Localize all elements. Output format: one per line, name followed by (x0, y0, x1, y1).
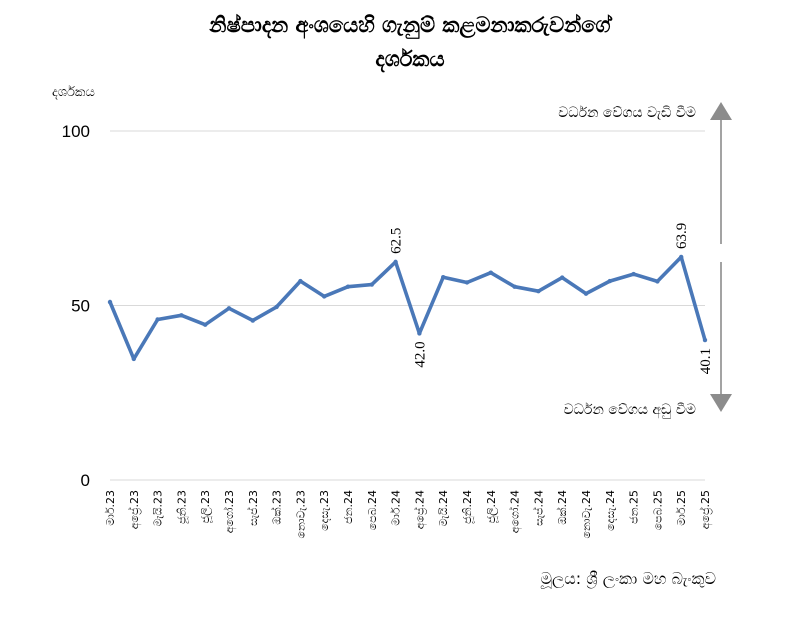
x-tick-label: මාර්.23 (104, 490, 117, 526)
x-tick-label: ජූලි.24 (485, 490, 499, 524)
y-tick-label: 50 (71, 297, 90, 316)
x-tick-label: මාර්.24 (390, 490, 403, 526)
annotation-growth-decrease: වර්ධන වේගය අඩු වීම (564, 402, 696, 419)
x-tick-label: දෙසැ.24 (604, 490, 617, 531)
data-point (655, 279, 660, 284)
data-point (155, 317, 160, 322)
data-point (298, 278, 303, 284)
x-tick-label: ජන.25 (628, 490, 641, 524)
data-point (322, 294, 327, 299)
x-tick-label: සැප්.23 (246, 490, 260, 526)
x-tick-label: ජූලි.23 (199, 490, 213, 524)
x-axis-ticks: මාර්.23 අප්‍රේ.23 මැයි.23 ජූනි.23 ජූලි.23 අගෝ… (104, 490, 713, 539)
data-labels: 62.5 42.0 63.9 40.1 (389, 223, 714, 375)
data-point (583, 291, 589, 296)
x-tick-label: පෙබ.25 (651, 490, 664, 530)
data-point (203, 322, 208, 327)
data-point (179, 313, 184, 318)
data-label: 62.5 (389, 228, 405, 254)
down-arrow-head (710, 394, 732, 412)
chart-title-line2: දර්ශකය (375, 47, 445, 71)
gridlines (110, 130, 705, 481)
chart-title-line1: නිෂ්පාදන අංශයෙහි ගැනුම් කළමනාකරුවන්ගේ (209, 13, 611, 37)
x-tick-label: මාර්.25 (675, 490, 688, 526)
growth-decrease-arrow (710, 262, 732, 412)
data-point (560, 275, 565, 280)
data-point (441, 275, 446, 280)
source-note: මූලය: ශ්‍රී ලංකා මහ බැංකුව (540, 569, 716, 589)
data-point (107, 299, 113, 305)
data-label: 40.1 (698, 348, 714, 374)
data-point (369, 282, 374, 287)
x-tick-label: ජූනි.23 (175, 490, 188, 524)
x-tick-label: ජන.24 (342, 490, 355, 524)
x-tick-label: අප්‍රේ.24 (412, 490, 427, 529)
x-tick-label: පෙබ.24 (366, 490, 379, 530)
data-point (679, 254, 684, 260)
y-axis-label: දර්ශකය (52, 84, 95, 100)
data-point (226, 306, 232, 311)
up-arrow-head (710, 102, 732, 120)
x-tick-label: නොවැ.23 (294, 490, 307, 539)
x-tick-label: නොවැ.24 (580, 490, 593, 539)
x-tick-label: මැයි.24 (437, 490, 450, 526)
data-point (464, 280, 470, 285)
data-point (607, 278, 612, 284)
x-tick-label: අගෝ.24 (508, 490, 523, 533)
series-layer (107, 254, 708, 362)
x-tick-label: දෙසැ.23 (318, 490, 331, 531)
data-point (131, 356, 136, 362)
growth-increase-arrow (710, 102, 732, 244)
x-tick-label: අගෝ.23 (222, 490, 237, 533)
data-point (631, 271, 636, 277)
chart-title: නිෂ්පාදන අංශයෙහි ගැනුම් කළමනාකරුවන්ගේ දර… (100, 8, 720, 76)
data-point (536, 288, 541, 294)
x-tick-label: සැප්.24 (531, 490, 545, 526)
series-line (108, 255, 707, 361)
data-point (345, 284, 351, 289)
data-point (702, 337, 708, 343)
x-tick-label: අප්‍රේ.25 (698, 490, 713, 529)
y-tick-label: 100 (62, 122, 90, 141)
data-label: 42.0 (412, 341, 428, 367)
x-tick-label: ජූනි.24 (461, 490, 474, 524)
annotation-growth-increase: වර්ධන වේගය වැඩි වීම (558, 105, 696, 121)
data-point (274, 304, 279, 310)
data-label: 63.9 (674, 223, 690, 249)
x-tick-label: ඔක්.23 (269, 490, 283, 525)
data-point (512, 284, 517, 289)
data-point (250, 318, 255, 323)
data-point (393, 259, 398, 265)
data-point (417, 331, 422, 336)
x-tick-label: අප්‍රේ.23 (127, 490, 142, 529)
x-tick-label: ඔක්.24 (555, 490, 569, 525)
data-point (488, 270, 493, 275)
y-axis-ticks: 0 50 100 (62, 122, 90, 490)
x-tick-label: මැයි.23 (152, 490, 165, 526)
y-tick-label: 0 (81, 471, 90, 490)
